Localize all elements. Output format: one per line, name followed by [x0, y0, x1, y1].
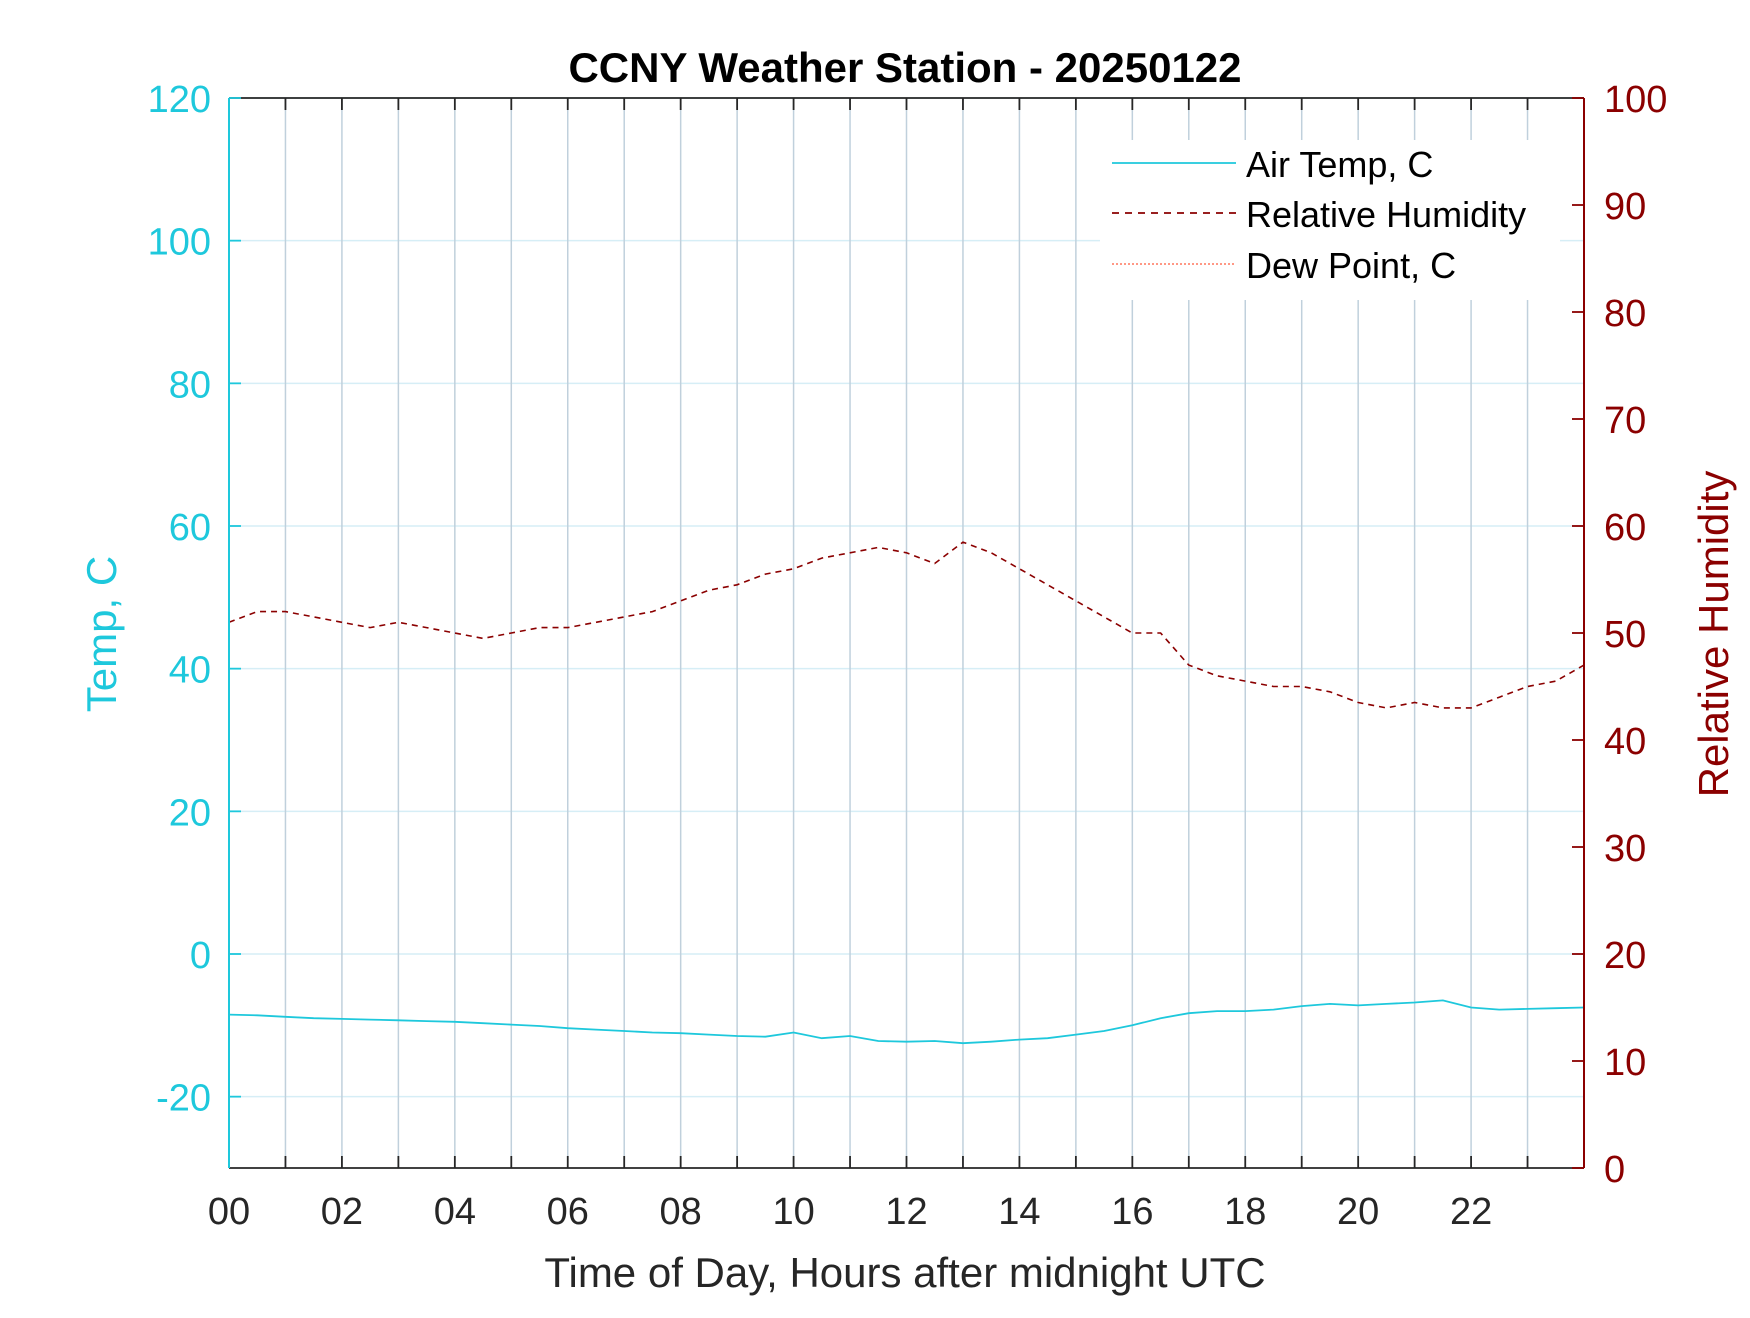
y-tick-label-left: 120 — [148, 79, 211, 121]
legend-label-dew-point: Dew Point, C — [1246, 245, 1456, 286]
x-tick-label: 08 — [660, 1191, 702, 1233]
y-tick-label-left: 100 — [148, 222, 211, 264]
y-tick-label-right: 20 — [1604, 935, 1646, 977]
y-axis-label-left: Temp, C — [78, 556, 125, 712]
y-tick-label-left: 0 — [190, 935, 211, 977]
x-tick-label: 22 — [1450, 1191, 1492, 1233]
x-tick-label: 16 — [1111, 1191, 1153, 1233]
y-tick-label-right: 60 — [1604, 507, 1646, 549]
x-tick-label: 20 — [1337, 1191, 1379, 1233]
x-tick-label: 06 — [547, 1191, 589, 1233]
y-tick-label-right: 100 — [1604, 79, 1667, 121]
y-tick-label-left: 60 — [169, 507, 211, 549]
y-tick-label-left: -20 — [156, 1078, 211, 1120]
y-tick-label-right: 50 — [1604, 614, 1646, 656]
x-tick-label: 12 — [885, 1191, 927, 1233]
legend-label-air-temp: Air Temp, C — [1246, 144, 1433, 185]
y-tick-label-right: 90 — [1604, 186, 1646, 228]
x-axis-label: Time of Day, Hours after midnight UTC — [544, 1249, 1265, 1296]
legend: Air Temp, C Relative Humidity Dew Point,… — [1100, 140, 1560, 300]
y-tick-label-right: 30 — [1604, 828, 1646, 870]
series-line-air-temp-c — [228, 999, 1585, 1045]
y-tick-label-left: 80 — [169, 364, 211, 406]
x-tick-label: 18 — [1224, 1191, 1266, 1233]
y-tick-label-left: 40 — [169, 650, 211, 692]
y-tick-label-right: 70 — [1604, 400, 1646, 442]
x-tick-label: 00 — [208, 1191, 250, 1233]
legend-label-relative-humidity: Relative Humidity — [1246, 194, 1526, 235]
series-layer — [228, 541, 1585, 1045]
y-tick-label-left: 20 — [169, 792, 211, 834]
y-tick-label-right: 10 — [1604, 1042, 1646, 1084]
y-tick-label-right: 40 — [1604, 721, 1646, 763]
chart-title: CCNY Weather Station - 20250122 — [568, 44, 1241, 91]
x-tick-label: 14 — [998, 1191, 1040, 1233]
x-tick-label: 02 — [321, 1191, 363, 1233]
x-tick-label: 04 — [434, 1191, 476, 1233]
legend-box — [1100, 140, 1560, 300]
grid-layer — [229, 97, 1584, 1168]
x-tick-label: 10 — [772, 1191, 814, 1233]
y-tick-label-right: 80 — [1604, 293, 1646, 335]
series-line-relative-humidity — [228, 541, 1585, 709]
y-tick-label-right: 0 — [1604, 1149, 1625, 1191]
axis-layer: 00 02 04 06 08 10 12 14 16 18 20 22-200204060801001… — [148, 79, 1668, 1233]
y-axis-label-right: Relative Humidity — [1690, 471, 1737, 798]
